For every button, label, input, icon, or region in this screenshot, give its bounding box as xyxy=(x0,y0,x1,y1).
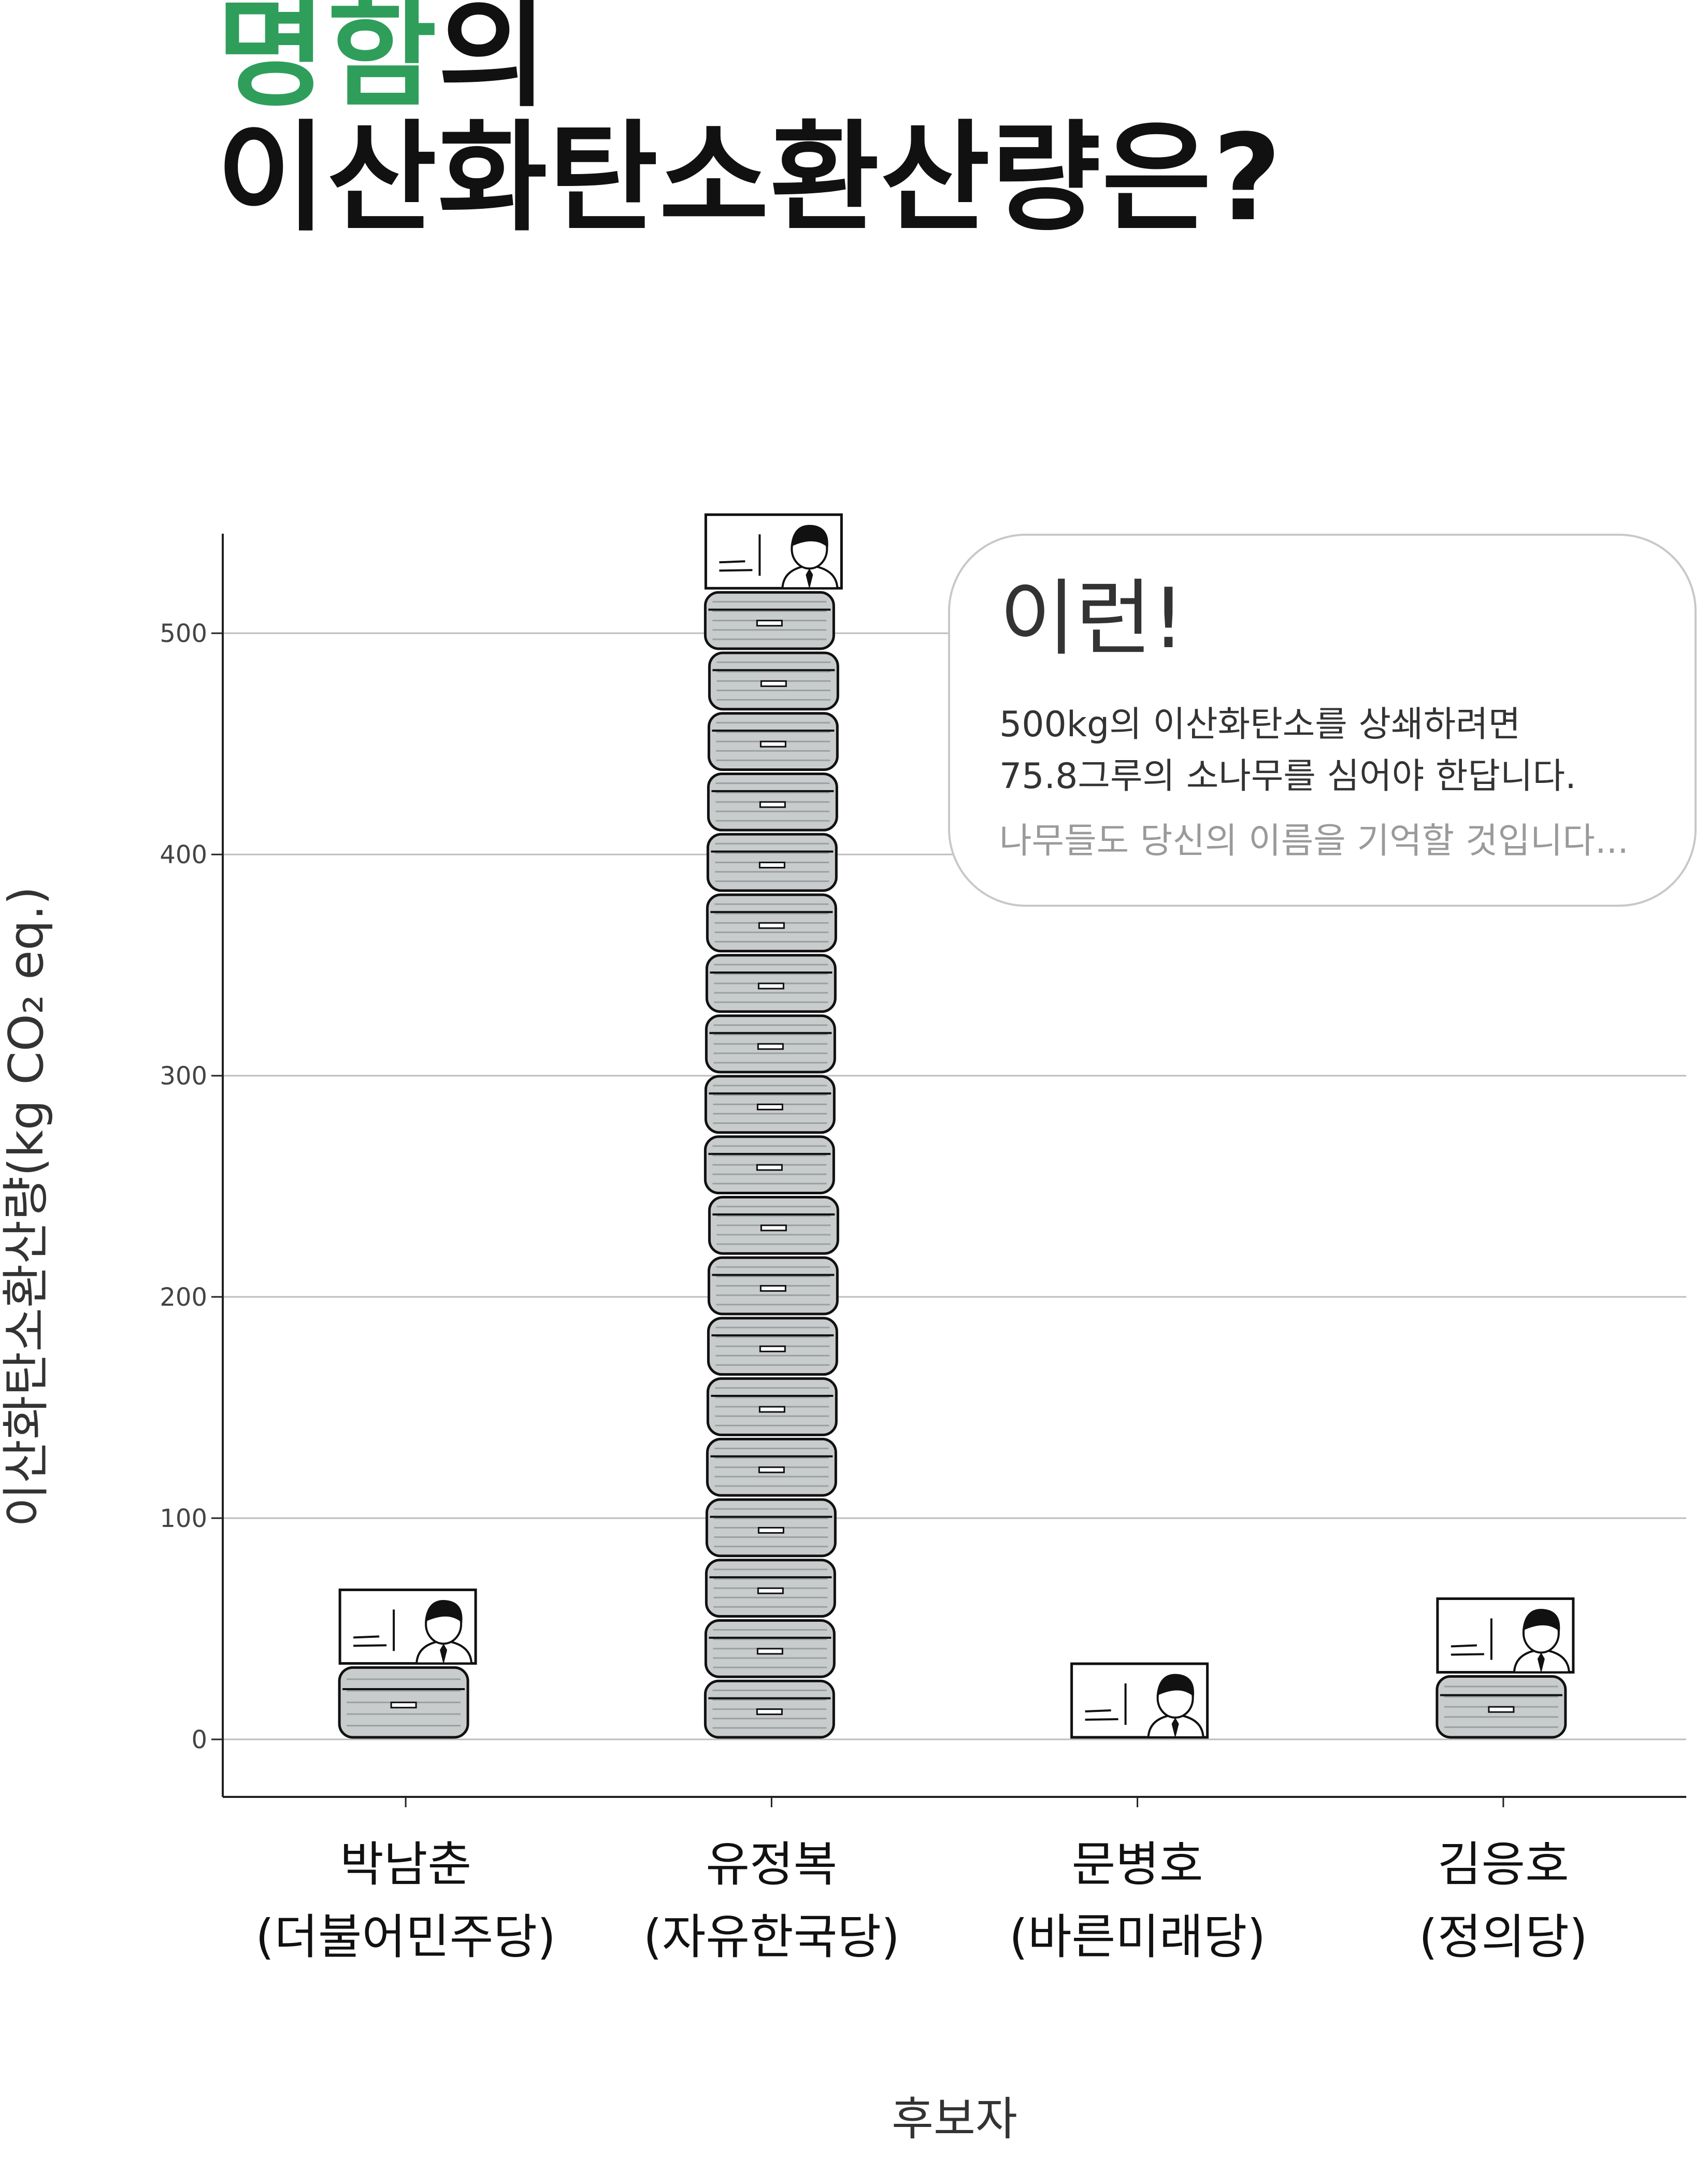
x-axis-label: 후보자 xyxy=(892,2092,1017,2146)
x-tick-label-party-2: (바른미래당) xyxy=(1009,1909,1266,1965)
y-tick-label-400: 400 xyxy=(160,840,207,869)
y-tick-label-300: 300 xyxy=(160,1062,207,1091)
y-tick-label-0: 0 xyxy=(191,1725,207,1754)
bar-1 xyxy=(704,513,843,1739)
x-tick-label-party-1: (자유한국당) xyxy=(643,1909,900,1965)
x-tick-label-name-3: 김응호 xyxy=(1438,1837,1569,1892)
speech-bubble: 이런! 500kg의 이산화탄소를 상쇄하려면 75.8그루의 소나무를 심어야… xyxy=(948,534,1697,907)
x-tick-label-party-0: (더불어민주당) xyxy=(255,1909,556,1965)
bar-2 xyxy=(1070,1662,1209,1739)
x-tick-label-name-1: 유정복 xyxy=(706,1837,837,1892)
page-title-line1: 명함의 xyxy=(217,0,549,114)
page-title-line2: 이산화탄소환산량은? xyxy=(217,109,1283,248)
bubble-heading: 이런! xyxy=(999,570,1185,667)
y-tick-label-500: 500 xyxy=(160,619,207,648)
bubble-line-2: 75.8그루의 소나무를 심어야 한답니다. xyxy=(999,756,1576,797)
bar-0 xyxy=(338,1588,477,1739)
y-tick-label-100: 100 xyxy=(160,1504,207,1533)
bubble-line-3: 나무들도 당신의 이름을 기억할 것입니다... xyxy=(999,821,1629,862)
y-tick-label-200: 200 xyxy=(160,1283,207,1312)
bubble-line-1: 500kg의 이산화탄소를 상쇄하려면 xyxy=(999,704,1521,745)
title-rest: 의 xyxy=(438,0,549,123)
title-highlight: 명함 xyxy=(217,0,438,123)
x-tick-label-party-3: (정의당) xyxy=(1419,1909,1588,1965)
bar-3 xyxy=(1436,1597,1575,1739)
x-tick-label-name-2: 문병호 xyxy=(1072,1837,1203,1892)
x-tick-label-name-0: 박남춘 xyxy=(340,1837,471,1892)
y-axis-label: 이산화탄소환산량(kg CO₂ eq.) xyxy=(0,887,54,1527)
